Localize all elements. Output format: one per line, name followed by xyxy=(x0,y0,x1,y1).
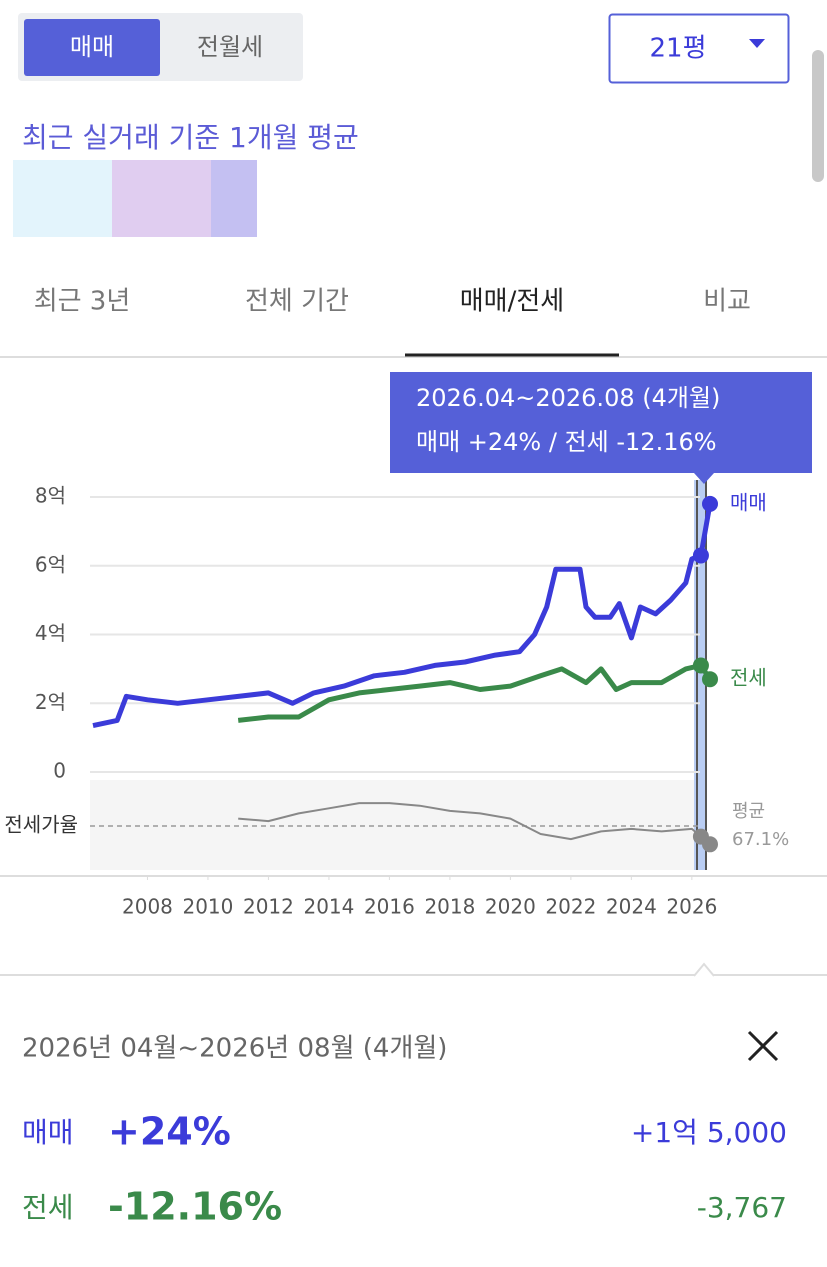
tooltip-text: 매매 +24% / 전세 -12.16% xyxy=(416,428,717,456)
summary-name: 전세 xyxy=(22,1191,74,1224)
y-tick-label: 6억 xyxy=(35,552,66,576)
y-tick-label: 2억 xyxy=(35,690,66,714)
x-tick-label: 2016 xyxy=(364,895,415,919)
summary-change: +24% xyxy=(108,1110,231,1154)
x-tick-label: 2010 xyxy=(182,895,233,919)
x-tick-label: 2008 xyxy=(122,895,173,919)
point-marker xyxy=(692,547,709,564)
point-marker xyxy=(702,836,718,853)
tooltip-text: 2026.04~2026.08 (4개월) xyxy=(416,384,720,412)
ratio-label: 전세가율 xyxy=(4,813,78,837)
y-tick-label: 8억 xyxy=(35,484,66,508)
scrollbar[interactable] xyxy=(812,50,824,182)
x-tick-label: 2024 xyxy=(606,895,657,919)
ratio-line xyxy=(238,802,711,846)
series-label: 매매 xyxy=(730,490,767,514)
average-label: 평균 xyxy=(732,801,765,822)
summary-name: 매매 xyxy=(22,1116,74,1149)
subtitle: 최근 실거래 기준 1개월 평균 xyxy=(22,121,359,154)
swatch xyxy=(13,160,112,237)
period-tab-active[interactable]: 매매/전세 xyxy=(460,287,564,317)
summary-amount: +1억 5,000 xyxy=(631,1116,787,1149)
average-value: 67.1% xyxy=(732,829,789,850)
series-line xyxy=(92,503,713,729)
point-marker xyxy=(702,671,718,688)
toggle-active[interactable] xyxy=(24,19,160,76)
x-tick-label: 2012 xyxy=(243,895,294,919)
divider-notch xyxy=(693,962,715,977)
x-tick-label: 2014 xyxy=(303,895,354,919)
summary-period: 2026년 04월~2026년 08월 (4개월) xyxy=(22,1034,447,1064)
period-tab[interactable]: 최근 3년 xyxy=(34,287,131,317)
dropdown-arrow xyxy=(749,39,765,48)
series-label: 전세 xyxy=(730,666,767,690)
swatch xyxy=(112,160,211,237)
x-tick-label: 2022 xyxy=(545,895,596,919)
chart: 0 2억 4억 6억 8억 2008 2010 2012 2014 2016 2018 2020 202… xyxy=(0,480,827,919)
summary-change: -12.16% xyxy=(108,1185,282,1229)
toggle-option[interactable]: 매매 xyxy=(70,33,114,61)
x-tick-label: 2018 xyxy=(424,895,475,919)
ratio-panel xyxy=(90,780,700,870)
period-tab[interactable]: 비교 xyxy=(703,287,751,317)
x-tick-label: 2026 xyxy=(666,895,717,919)
point-marker xyxy=(692,657,709,674)
swatch xyxy=(211,160,257,237)
y-tick-label: 0 xyxy=(53,759,66,783)
x-tick-label: 2020 xyxy=(485,895,536,919)
close-button[interactable] xyxy=(747,1030,779,1062)
dropdown[interactable] xyxy=(608,13,790,84)
tooltip xyxy=(390,372,812,484)
summary-amount: -3,767 xyxy=(697,1191,787,1224)
point-marker xyxy=(702,495,718,512)
y-tick-label: 4억 xyxy=(35,621,66,645)
toggle-option[interactable]: 전월세 xyxy=(197,33,263,61)
series-line xyxy=(237,662,713,723)
period-tab[interactable]: 전체 기간 xyxy=(245,287,349,317)
dropdown-label[interactable]: 21평 xyxy=(649,34,706,64)
